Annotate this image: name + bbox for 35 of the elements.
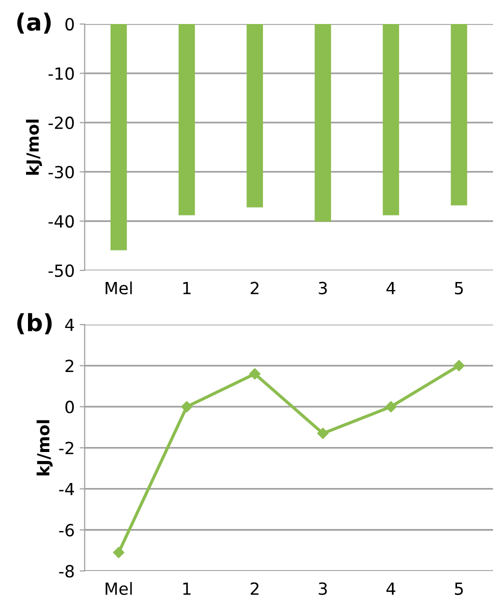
x-tick-label: 4 — [386, 582, 396, 595]
y-tick-label: 2 — [66, 360, 74, 372]
y-tick-label: -40 — [48, 215, 74, 228]
chart-title: (b) — [17, 313, 52, 334]
x-tick-label: 5 — [454, 282, 463, 294]
point — [385, 401, 397, 412]
x-tick-label: 1 — [183, 582, 191, 595]
y-tick-label: 0 — [65, 18, 74, 31]
y-tick-label: -50 — [48, 264, 74, 277]
point — [113, 546, 124, 558]
y-tick-label: -8 — [59, 564, 74, 578]
point — [249, 368, 260, 380]
point — [181, 401, 192, 412]
y-tick-label: -6 — [59, 524, 74, 536]
x-tick-label: 1 — [183, 282, 191, 294]
y-axis-title: kJ/mol — [26, 120, 42, 175]
y-tick-label: 4 — [65, 318, 74, 331]
y-tick-label: -4 — [59, 483, 74, 496]
y-tick-label: -2 — [59, 442, 74, 454]
x-tick-label: 2 — [250, 582, 258, 595]
chart-title: (a) — [17, 12, 51, 34]
x-tick-label: 5 — [454, 582, 463, 595]
x-tick-label: 3 — [318, 282, 327, 294]
x-tick-label: 3 — [318, 582, 327, 595]
x-tick-label: 4 — [386, 282, 396, 294]
x-tick-label: Mel — [106, 282, 132, 294]
y-tick-label: -10 — [48, 67, 74, 80]
point — [317, 428, 328, 440]
point — [453, 360, 465, 372]
y-tick-label: 0 — [65, 400, 74, 414]
y-axis-title: kJ/mol — [36, 420, 53, 476]
y-tick-label: -30 — [48, 166, 74, 178]
x-tick-label: 2 — [250, 282, 258, 294]
x-tick-label: Mel — [106, 582, 132, 595]
y-tick-label: -20 — [48, 116, 74, 130]
